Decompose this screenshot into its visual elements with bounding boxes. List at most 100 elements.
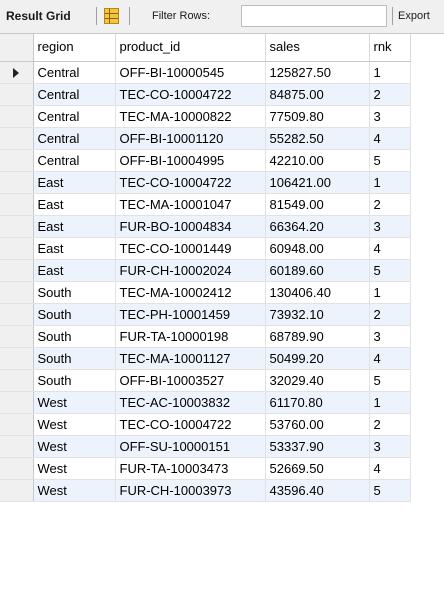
cell-product-id[interactable]: TEC-MA-10001127 <box>115 347 266 370</box>
cell-product-id[interactable]: TEC-AC-10003832 <box>115 391 266 414</box>
cell-region[interactable]: Central <box>33 149 116 172</box>
cell-rnk[interactable]: 4 <box>369 347 411 370</box>
row-header[interactable] <box>0 347 34 370</box>
cell-region[interactable]: South <box>33 347 116 370</box>
cell-region[interactable]: East <box>33 171 116 194</box>
cell-rnk[interactable]: 4 <box>369 457 411 480</box>
cell-product-id[interactable]: FUR-CH-10003973 <box>115 479 266 502</box>
cell-rnk[interactable]: 5 <box>369 259 411 282</box>
table-row[interactable]: Central OFF-BI-10000545 125827.50 1 <box>0 61 411 84</box>
cell-sales[interactable]: 55282.50 <box>265 127 370 150</box>
cell-rnk[interactable]: 1 <box>369 281 411 304</box>
table-row[interactable]: West TEC-AC-10003832 61170.80 1 <box>0 391 411 414</box>
cell-product-id[interactable]: TEC-MA-10002412 <box>115 281 266 304</box>
cell-product-id[interactable]: OFF-BI-10001120 <box>115 127 266 150</box>
cell-sales[interactable]: 32029.40 <box>265 369 370 392</box>
cell-sales[interactable]: 130406.40 <box>265 281 370 304</box>
table-row[interactable]: South TEC-PH-10001459 73932.10 2 <box>0 303 411 326</box>
table-row[interactable]: South TEC-MA-10002412 130406.40 1 <box>0 281 411 304</box>
cell-product-id[interactable]: TEC-PH-10001459 <box>115 303 266 326</box>
cell-rnk[interactable]: 5 <box>369 479 411 502</box>
cell-region[interactable]: South <box>33 325 116 348</box>
cell-sales[interactable]: 66364.20 <box>265 215 370 238</box>
row-header[interactable] <box>0 479 34 502</box>
cell-sales[interactable]: 60948.00 <box>265 237 370 260</box>
cell-region[interactable]: Central <box>33 83 116 106</box>
row-header[interactable] <box>0 83 34 106</box>
cell-product-id[interactable]: OFF-SU-10000151 <box>115 435 266 458</box>
row-header[interactable] <box>0 105 34 128</box>
cell-region[interactable]: West <box>33 391 116 414</box>
table-row[interactable]: Central TEC-MA-10000822 77509.80 3 <box>0 105 411 128</box>
table-row[interactable]: West TEC-CO-10004722 53760.00 2 <box>0 413 411 436</box>
cell-region[interactable]: East <box>33 193 116 216</box>
cell-sales[interactable]: 84875.00 <box>265 83 370 106</box>
form-grid-icon[interactable] <box>104 8 119 24</box>
cell-sales[interactable]: 77509.80 <box>265 105 370 128</box>
row-header[interactable] <box>0 149 34 172</box>
table-row[interactable]: West OFF-SU-10000151 53337.90 3 <box>0 435 411 458</box>
table-row[interactable]: Central TEC-CO-10004722 84875.00 2 <box>0 83 411 106</box>
table-row[interactable]: East FUR-CH-10002024 60189.60 5 <box>0 259 411 282</box>
cell-rnk[interactable]: 3 <box>369 435 411 458</box>
cell-region[interactable]: West <box>33 479 116 502</box>
cell-sales[interactable]: 52669.50 <box>265 457 370 480</box>
row-header[interactable] <box>0 259 34 282</box>
cell-region[interactable]: West <box>33 457 116 480</box>
row-header[interactable] <box>0 237 34 260</box>
cell-sales[interactable]: 81549.00 <box>265 193 370 216</box>
cell-product-id[interactable]: TEC-MA-10001047 <box>115 193 266 216</box>
cell-sales[interactable]: 53337.90 <box>265 435 370 458</box>
filter-rows-input[interactable] <box>241 5 387 27</box>
row-header[interactable] <box>0 127 34 150</box>
row-header[interactable] <box>0 457 34 480</box>
cell-rnk[interactable]: 2 <box>369 303 411 326</box>
cell-region[interactable]: Central <box>33 127 116 150</box>
cell-rnk[interactable]: 4 <box>369 127 411 150</box>
table-row[interactable]: South TEC-MA-10001127 50499.20 4 <box>0 347 411 370</box>
cell-rnk[interactable]: 2 <box>369 193 411 216</box>
cell-region[interactable]: South <box>33 281 116 304</box>
cell-region[interactable]: West <box>33 413 116 436</box>
cell-sales[interactable]: 73932.10 <box>265 303 370 326</box>
row-header[interactable] <box>0 193 34 216</box>
row-header[interactable] <box>0 413 34 436</box>
cell-product-id[interactable]: TEC-CO-10004722 <box>115 171 266 194</box>
cell-rnk[interactable]: 1 <box>369 61 411 84</box>
cell-rnk[interactable]: 2 <box>369 413 411 436</box>
column-header-region[interactable]: region <box>33 34 116 62</box>
cell-region[interactable]: East <box>33 237 116 260</box>
cell-sales[interactable]: 68789.90 <box>265 325 370 348</box>
cell-product-id[interactable]: FUR-BO-10004834 <box>115 215 266 238</box>
cell-rnk[interactable]: 1 <box>369 171 411 194</box>
table-row[interactable]: South FUR-TA-10000198 68789.90 3 <box>0 325 411 348</box>
cell-region[interactable]: South <box>33 369 116 392</box>
cell-product-id[interactable]: OFF-BI-10004995 <box>115 149 266 172</box>
cell-region[interactable]: West <box>33 435 116 458</box>
cell-sales[interactable]: 53760.00 <box>265 413 370 436</box>
cell-sales[interactable]: 43596.40 <box>265 479 370 502</box>
row-header[interactable] <box>0 391 34 414</box>
cell-rnk[interactable]: 3 <box>369 325 411 348</box>
cell-sales[interactable]: 42210.00 <box>265 149 370 172</box>
cell-rnk[interactable]: 5 <box>369 149 411 172</box>
row-header[interactable] <box>0 281 34 304</box>
row-header[interactable] <box>0 325 34 348</box>
table-row[interactable]: East TEC-CO-10001449 60948.00 4 <box>0 237 411 260</box>
cell-product-id[interactable]: TEC-CO-10001449 <box>115 237 266 260</box>
cell-rnk[interactable]: 1 <box>369 391 411 414</box>
cell-product-id[interactable]: OFF-BI-10000545 <box>115 61 266 84</box>
table-row[interactable]: East TEC-MA-10001047 81549.00 2 <box>0 193 411 216</box>
table-row[interactable]: South OFF-BI-10003527 32029.40 5 <box>0 369 411 392</box>
cell-product-id[interactable]: TEC-CO-10004722 <box>115 413 266 436</box>
cell-sales[interactable]: 125827.50 <box>265 61 370 84</box>
table-row[interactable]: East TEC-CO-10004722 106421.00 1 <box>0 171 411 194</box>
cell-product-id[interactable]: TEC-MA-10000822 <box>115 105 266 128</box>
cell-region[interactable]: Central <box>33 61 116 84</box>
cell-region[interactable]: East <box>33 259 116 282</box>
table-row[interactable]: West FUR-CH-10003973 43596.40 5 <box>0 479 411 502</box>
cell-region[interactable]: East <box>33 215 116 238</box>
cell-product-id[interactable]: FUR-TA-10000198 <box>115 325 266 348</box>
cell-sales[interactable]: 106421.00 <box>265 171 370 194</box>
table-row[interactable]: West FUR-TA-10003473 52669.50 4 <box>0 457 411 480</box>
